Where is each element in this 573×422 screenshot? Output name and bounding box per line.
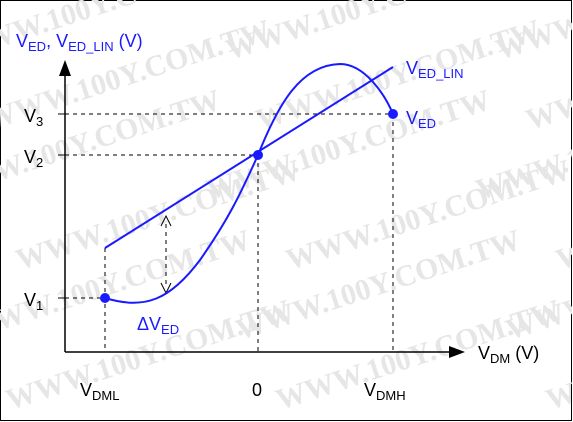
y-tick-label-v3: V3	[24, 106, 43, 129]
y-tick-label-v1: V1	[24, 290, 43, 313]
point-vdml	[100, 293, 110, 303]
x-axis-label: VDM (V)	[478, 343, 539, 366]
label-ved-lin: VED_LIN	[406, 58, 464, 81]
y-axis-arrowhead	[59, 60, 71, 76]
label-delta-ved: ΔVED	[137, 314, 179, 337]
point-vdmh	[388, 109, 398, 119]
y-axis-label: VED, VED_LIN (V)	[16, 31, 143, 54]
x-tick-label-vdml: VDML	[80, 380, 119, 403]
point-origin	[253, 150, 263, 160]
x-tick-label-vdmh: VDMH	[364, 380, 406, 403]
x-axis-arrowhead	[449, 346, 465, 358]
x-tick-label-zero: 0	[252, 380, 262, 400]
linear-fit-line	[104, 66, 394, 249]
y-tick-label-v2: V2	[24, 147, 43, 170]
error-arrow-up	[160, 214, 172, 227]
label-ved: VED	[406, 108, 436, 131]
